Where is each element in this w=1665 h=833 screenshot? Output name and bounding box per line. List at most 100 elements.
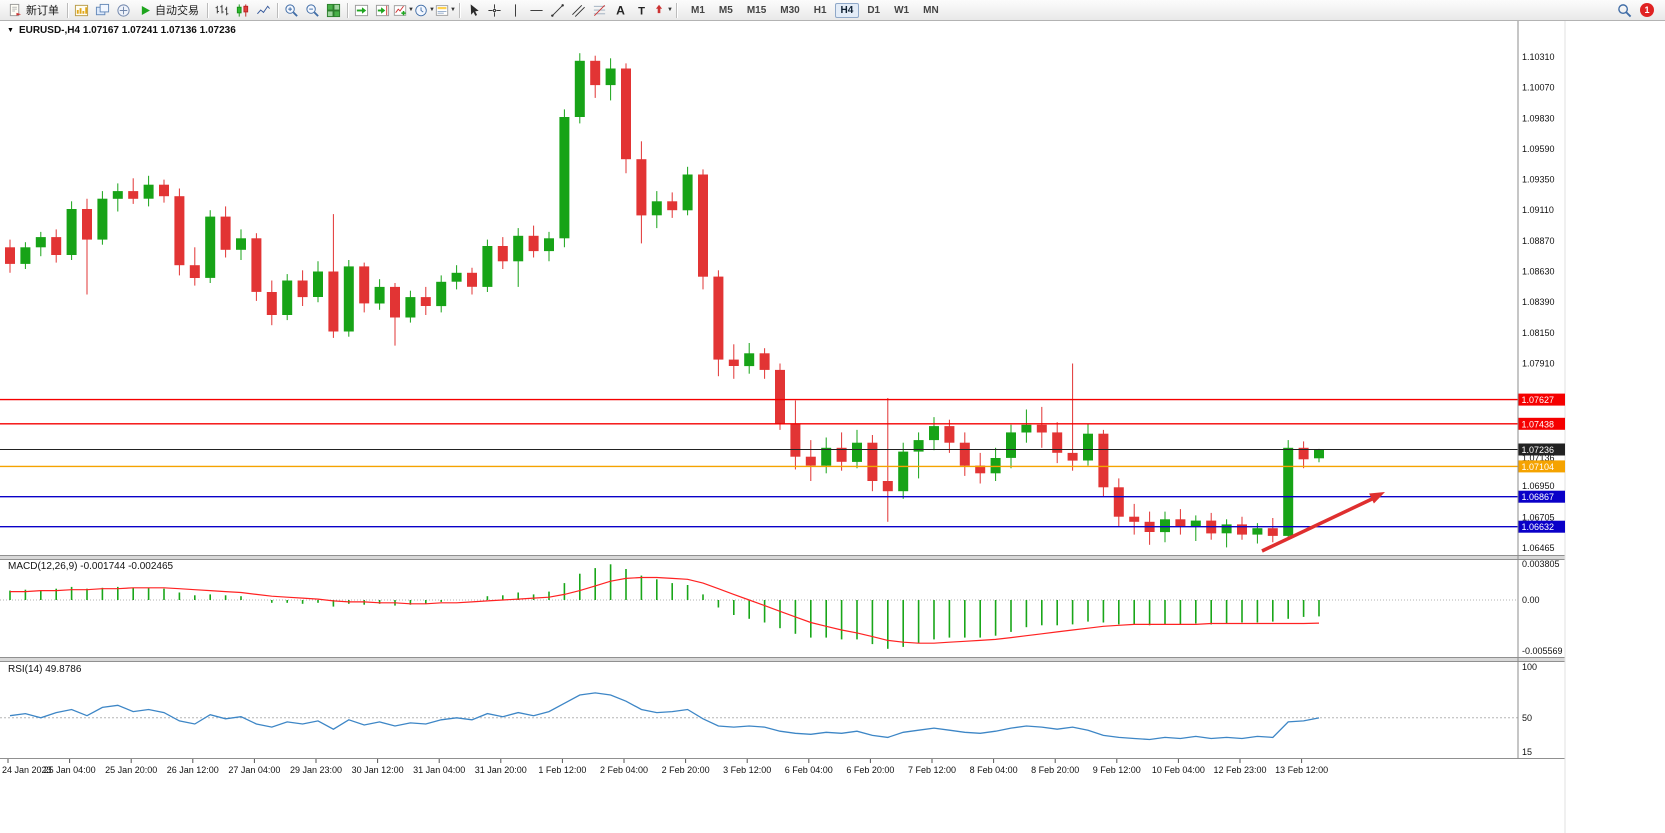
price-axis-label: 1.07910 xyxy=(1522,358,1555,368)
timeframe-button-m30[interactable]: M30 xyxy=(780,4,800,16)
trendline-button[interactable] xyxy=(547,1,568,19)
new-chart-icon xyxy=(74,4,89,16)
timeframe-button-m15[interactable]: M15 xyxy=(746,4,767,16)
templates-dropdown[interactable]: ▼ xyxy=(435,1,456,19)
price-axis-label: 1.09110 xyxy=(1522,205,1554,215)
time-axis-label: 26 Jan 12:00 xyxy=(167,765,219,775)
time-axis-label: 6 Feb 04:00 xyxy=(785,765,833,775)
zoom-in-button[interactable] xyxy=(281,1,302,19)
new-chart-button[interactable] xyxy=(71,1,92,19)
text-label-icon: T xyxy=(638,5,645,17)
autotrading-button[interactable]: 自动交易 xyxy=(134,1,204,19)
candle-body xyxy=(51,237,62,255)
candle-body xyxy=(35,237,46,248)
toolbar-separator xyxy=(277,2,278,18)
candle-body xyxy=(189,265,200,278)
price-badge xyxy=(1518,490,1565,503)
auto-scroll-button[interactable] xyxy=(351,1,372,19)
text-label-button[interactable]: T xyxy=(631,1,652,19)
periods-icon xyxy=(415,4,427,16)
panel-separator[interactable] xyxy=(0,658,1565,661)
trend-arrow-line[interactable] xyxy=(1261,497,1373,553)
chevron-down-icon: ▼ xyxy=(408,7,414,13)
candle-body xyxy=(1190,520,1201,527)
channel-button[interactable] xyxy=(568,1,589,19)
zoom-out-button[interactable] xyxy=(302,1,323,19)
candle-body xyxy=(790,423,801,457)
time-axis-label: 9 Feb 12:00 xyxy=(1093,765,1141,775)
time-axis-label: 29 Jan 23:00 xyxy=(290,765,342,775)
price-badge xyxy=(1518,393,1565,406)
cursor-icon xyxy=(470,3,479,16)
timeframe-button-h1[interactable]: H1 xyxy=(813,4,827,16)
terminal-icon xyxy=(117,3,130,17)
vertical-line-button[interactable] xyxy=(505,1,526,19)
toolbar-separator xyxy=(67,2,68,18)
candle-body xyxy=(236,238,246,250)
panel-separator-edge xyxy=(0,661,1565,662)
one-click-trading-toggle[interactable]: ▼ xyxy=(7,27,14,34)
timeframe-button-h4[interactable]: H4 xyxy=(834,2,860,18)
timeframe-button-w1[interactable]: W1 xyxy=(894,4,910,16)
horizontal-line-button[interactable] xyxy=(526,1,547,19)
cursor-button[interactable] xyxy=(463,1,484,19)
price-badge xyxy=(1518,443,1565,456)
arrows-dropdown[interactable]: ▼ xyxy=(652,1,673,19)
time-axis-label: 1 Feb 12:00 xyxy=(538,765,586,775)
timeframe-button-d1[interactable]: D1 xyxy=(867,4,881,16)
periods-dropdown[interactable]: ▼ xyxy=(414,1,435,19)
profiles-button[interactable] xyxy=(92,1,113,19)
candle-body xyxy=(759,353,770,370)
crosshair-button[interactable] xyxy=(484,1,505,19)
time-axis-label: 25 Jan 20:00 xyxy=(105,765,157,775)
time-axis-label: 8 Feb 20:00 xyxy=(1031,765,1079,775)
candle-body xyxy=(836,447,847,462)
candle-body xyxy=(1252,528,1263,535)
time-axis-label: 2 Feb 20:00 xyxy=(662,765,710,775)
candle-body xyxy=(328,271,339,332)
tile-windows-button[interactable] xyxy=(323,1,344,19)
time-axis-border xyxy=(0,758,1565,759)
new-order-button[interactable]: 新订单 xyxy=(3,1,64,19)
toolbar-separator xyxy=(207,2,208,18)
panel-separator[interactable] xyxy=(0,556,1565,559)
profiles-icon xyxy=(95,3,110,15)
price-badge xyxy=(1518,520,1565,533)
time-axis-label: 27 Jan 04:00 xyxy=(228,765,280,775)
text-icon: A xyxy=(616,3,625,17)
candle-body xyxy=(698,174,708,277)
candle-body xyxy=(1036,424,1047,433)
trend-arrow-head[interactable] xyxy=(1369,492,1385,504)
price-badge-text: 1.07627 xyxy=(1522,395,1555,405)
terminal-button[interactable] xyxy=(113,1,134,19)
candle-body xyxy=(82,209,92,240)
candle-body xyxy=(1098,433,1109,488)
search-icon[interactable] xyxy=(1617,3,1632,18)
candle-body xyxy=(913,440,924,452)
candle-body xyxy=(1283,447,1294,536)
zoom-in-icon xyxy=(285,3,298,17)
candle-body xyxy=(744,353,755,367)
price-badge-text: 1.06632 xyxy=(1522,522,1555,532)
time-axis-label: 10 Feb 04:00 xyxy=(1152,765,1205,775)
svg-text:T: T xyxy=(638,5,645,17)
fibonacci-button[interactable] xyxy=(589,1,610,19)
macd-signal-line xyxy=(10,576,1320,644)
line-chart-button[interactable] xyxy=(253,1,274,19)
bar-chart-button[interactable] xyxy=(211,1,232,19)
indicators-dropdown[interactable]: ▼ xyxy=(393,1,414,19)
text-button[interactable]: A xyxy=(610,1,631,19)
notification-badge[interactable]: 1 xyxy=(1640,3,1654,17)
fibonacci-icon xyxy=(593,4,606,16)
timeframe-button-m5[interactable]: M5 xyxy=(718,4,733,16)
time-axis-label: 24 Jan 2023 xyxy=(2,765,52,775)
timeframe-button-m1[interactable]: M1 xyxy=(691,4,705,16)
timeframe-button-mn[interactable]: MN xyxy=(923,4,939,16)
candle-body xyxy=(590,60,601,86)
chart-title: ▼ EURUSD-,H4 1.07167 1.07241 1.07136 1.0… xyxy=(7,25,236,36)
candlestick-chart-button[interactable] xyxy=(232,1,253,19)
crosshair-icon xyxy=(488,3,501,17)
candle-body xyxy=(174,196,185,266)
chart-shift-button[interactable] xyxy=(372,1,393,19)
